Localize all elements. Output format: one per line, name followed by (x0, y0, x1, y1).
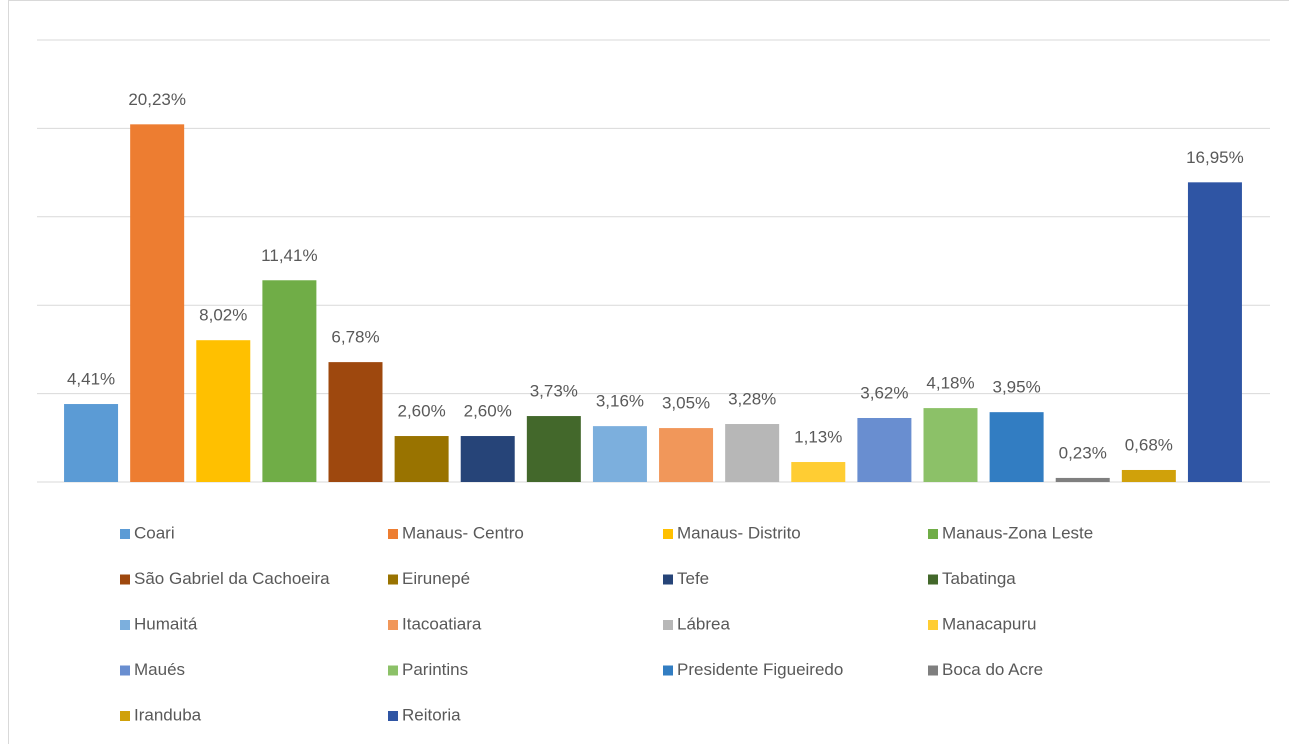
legend-swatch (120, 574, 130, 585)
legend-swatch (120, 529, 130, 539)
legend-swatch (120, 665, 130, 676)
legend-swatch (928, 529, 938, 539)
data-label: 20,23% (128, 90, 186, 109)
bar (1121, 469, 1176, 482)
bar (262, 280, 317, 482)
legend-label: Humaitá (134, 614, 198, 633)
data-label: 0,23% (1059, 443, 1107, 462)
legend-swatch (388, 574, 398, 585)
legend-label: Eirunepé (402, 569, 470, 588)
legend-swatch (663, 620, 673, 630)
bar (1055, 477, 1110, 482)
legend-label: Manaus-Zona Leste (942, 523, 1093, 542)
legend-swatch (388, 529, 398, 539)
data-label: 3,62% (860, 383, 908, 402)
data-label: 3,73% (530, 382, 578, 401)
data-label: 3,28% (728, 389, 776, 408)
legend-swatch (388, 620, 398, 630)
bar (659, 428, 714, 482)
legend-swatch (388, 711, 398, 721)
bar (1187, 182, 1242, 482)
legend-swatch (120, 711, 130, 721)
legend-label: Presidente Figueiredo (677, 660, 843, 679)
legend-swatch (663, 574, 673, 585)
legend-swatch (663, 665, 673, 676)
bar (196, 340, 251, 482)
data-label: 4,18% (926, 374, 974, 393)
legend-swatch (928, 574, 938, 585)
legend-label: São Gabriel da Cachoeira (134, 569, 330, 588)
bar (791, 462, 846, 482)
legend-swatch (120, 620, 130, 630)
data-label: 8,02% (199, 306, 247, 325)
legend-label: Manaus- Distrito (677, 523, 801, 542)
bar (857, 417, 912, 482)
legend-swatch (928, 620, 938, 630)
legend-label: Boca do Acre (942, 660, 1043, 679)
bar (130, 124, 185, 482)
legend-label: Maués (134, 660, 185, 679)
data-label: 3,16% (596, 392, 644, 411)
bar (328, 362, 383, 482)
legend-label: Iranduba (134, 705, 202, 724)
legend-label: Itacoatiara (402, 614, 482, 633)
bar (725, 424, 780, 482)
data-label: 3,95% (993, 378, 1041, 397)
data-label: 3,05% (662, 394, 710, 413)
legend-label: Coari (134, 523, 175, 542)
legend-swatch (663, 529, 673, 539)
bar (592, 426, 647, 482)
bar (989, 412, 1044, 482)
bar (923, 408, 978, 482)
data-label: 11,41% (261, 246, 317, 265)
data-label: 0,68% (1125, 435, 1173, 454)
data-label: 4,41% (67, 370, 115, 389)
legend-label: Tabatinga (942, 569, 1016, 588)
legend-label: Lábrea (677, 614, 730, 633)
legend-label: Manaus- Centro (402, 523, 524, 542)
data-label: 2,60% (398, 402, 446, 421)
legend-swatch (928, 665, 938, 676)
bar (460, 436, 515, 482)
legend-label: Tefe (677, 569, 709, 588)
data-label: 2,60% (464, 402, 512, 421)
bar (64, 404, 119, 482)
data-label: 6,78% (331, 328, 379, 347)
legend-swatch (388, 665, 398, 676)
data-label: 16,95% (1186, 148, 1244, 167)
legend-label: Parintins (402, 660, 468, 679)
bar (394, 436, 449, 482)
legend-label: Reitoria (402, 705, 461, 724)
bar (526, 416, 581, 482)
legend-label: Manacapuru (942, 614, 1037, 633)
data-label: 1,13% (794, 428, 842, 447)
